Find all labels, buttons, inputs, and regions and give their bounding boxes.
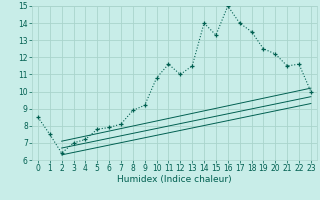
X-axis label: Humidex (Indice chaleur): Humidex (Indice chaleur)	[117, 175, 232, 184]
